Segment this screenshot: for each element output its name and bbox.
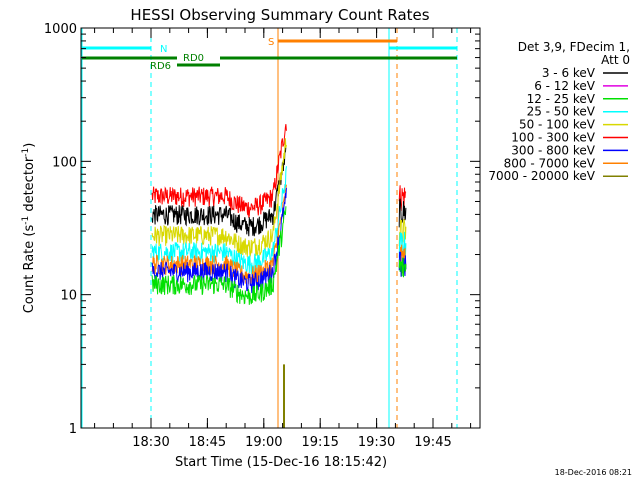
flag-label-rd0: RD0: [183, 53, 204, 64]
series-6-segment-2: [398, 257, 407, 278]
x-tick-label: 18:45: [189, 435, 226, 450]
legend-header-line2: Att 0: [601, 53, 630, 67]
flag-label-s: S: [268, 37, 274, 48]
axes: 1 10 100 1000 18:30 18:45 19:00 19:15 19:30 19:45: [44, 22, 481, 450]
series-3-segment-1: [151, 166, 287, 275]
flag-label-n: N: [160, 44, 167, 55]
series-0-segment-2: [398, 185, 407, 212]
flag-bars: N RD6 RD0 S: [82, 37, 457, 72]
y-axis-label: Count Rate (s-1 detector-1): [21, 143, 37, 314]
series-1-segment-2: [398, 198, 407, 228]
legend-entry-label: 300 - 800 keV: [511, 143, 595, 157]
x-tick-label: 19:45: [414, 435, 451, 450]
chart-title: HESSI Observing Summary Count Rates: [130, 6, 429, 24]
legend-entry-label: 25 - 50 keV: [527, 105, 596, 119]
series-0: [151, 124, 407, 218]
data-series: [151, 124, 407, 428]
legend-entry-label: 6 - 12 keV: [534, 79, 596, 93]
x-tick-label: 19:30: [358, 435, 395, 450]
legend-entry-label: 12 - 25 keV: [527, 92, 596, 106]
y-tick-label: 10: [60, 289, 77, 304]
series-5-segment-1: [151, 187, 287, 294]
flag-label-rd6: RD6: [150, 61, 171, 72]
series-3: [151, 166, 407, 275]
series-1-segment-1: [151, 145, 287, 237]
x-tick-label: 19:15: [301, 435, 338, 450]
series-6: [151, 206, 407, 305]
y-tick-label: 1: [69, 422, 77, 437]
series-2-segment-1: [151, 138, 287, 257]
series-3-segment-2: [398, 231, 407, 258]
legend-entry-label: 3 - 6 keV: [542, 66, 596, 80]
x-tick-label: 19:00: [245, 435, 282, 450]
y-tick-label: 100: [52, 155, 77, 170]
legend-entry-label: 50 - 100 keV: [519, 118, 596, 132]
legend-entry-label: 7000 - 20000 keV: [488, 169, 595, 183]
y-tick-label: 1000: [44, 22, 77, 37]
x-tick-label: 18:30: [132, 435, 169, 450]
legend-entry-label: 100 - 300 keV: [511, 131, 595, 145]
series-6-segment-1: [151, 206, 287, 305]
legend-entry-label: 800 - 7000 keV: [504, 156, 596, 170]
footer-date: 18-Dec-2016 08:21: [555, 468, 632, 477]
series-0-segment-1: [151, 124, 287, 218]
series-1: [151, 145, 407, 237]
legend-header-line1: Det 3,9, FDecim 1,: [518, 40, 630, 54]
plot-frame: [80, 27, 481, 429]
x-axis-label: Start Time (15-Dec-16 18:15:42): [175, 455, 387, 470]
